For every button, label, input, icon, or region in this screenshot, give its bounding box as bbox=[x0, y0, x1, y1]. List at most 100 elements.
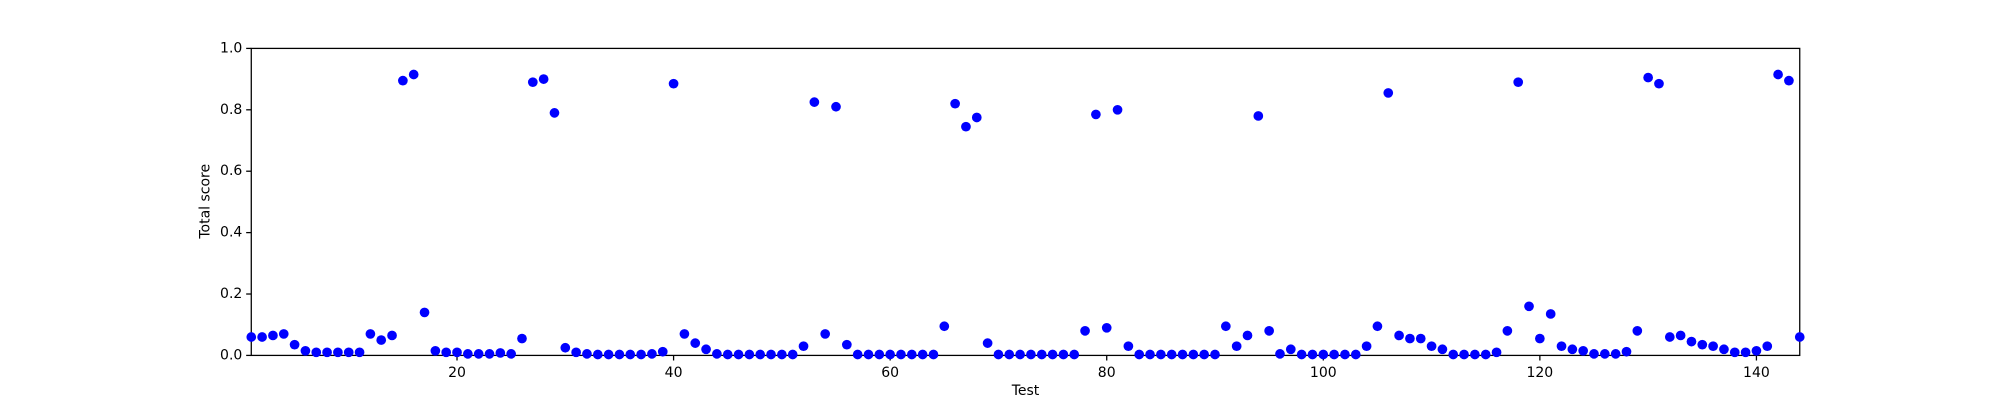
point bbox=[1101, 322, 1112, 333]
point bbox=[571, 347, 581, 358]
point bbox=[1340, 349, 1350, 360]
point bbox=[1545, 309, 1556, 319]
point bbox=[1123, 341, 1134, 352]
point bbox=[441, 347, 452, 358]
point bbox=[1091, 109, 1101, 120]
point bbox=[1470, 349, 1480, 360]
point bbox=[928, 349, 939, 360]
point bbox=[1318, 349, 1329, 360]
point bbox=[1004, 349, 1015, 360]
point bbox=[1784, 75, 1794, 86]
point bbox=[1361, 341, 1372, 352]
point bbox=[809, 97, 820, 107]
x-tick-label: 20 bbox=[448, 365, 466, 381]
point bbox=[1231, 341, 1242, 352]
point bbox=[1610, 349, 1621, 359]
point bbox=[1069, 349, 1080, 360]
point bbox=[1675, 330, 1686, 341]
point bbox=[430, 345, 441, 356]
point bbox=[1599, 349, 1610, 359]
point bbox=[582, 349, 592, 359]
point bbox=[473, 349, 484, 359]
point bbox=[300, 345, 311, 356]
point bbox=[841, 339, 852, 350]
point bbox=[1166, 349, 1177, 360]
point bbox=[1524, 301, 1534, 312]
point bbox=[679, 329, 690, 339]
point bbox=[343, 347, 354, 358]
point bbox=[1491, 347, 1502, 358]
point bbox=[1697, 339, 1708, 350]
point bbox=[636, 349, 646, 360]
point bbox=[398, 75, 408, 86]
point bbox=[1794, 332, 1805, 342]
y-axis-label: Total score bbox=[197, 164, 213, 240]
point bbox=[1015, 349, 1025, 360]
point bbox=[982, 338, 993, 348]
point bbox=[1459, 349, 1469, 360]
point bbox=[1220, 321, 1231, 332]
point bbox=[322, 347, 332, 358]
x-axis-label: Test bbox=[1011, 383, 1040, 399]
point bbox=[885, 349, 896, 360]
point bbox=[1437, 344, 1448, 355]
y-tick-label: 0.0 bbox=[220, 347, 242, 363]
point bbox=[744, 349, 755, 360]
point bbox=[1567, 344, 1578, 355]
point bbox=[712, 349, 722, 359]
y-tick-label: 0.2 bbox=[220, 286, 242, 302]
point bbox=[1188, 349, 1199, 360]
point bbox=[1242, 330, 1253, 341]
point bbox=[1210, 349, 1220, 360]
point bbox=[365, 329, 376, 339]
point bbox=[1632, 326, 1643, 336]
point bbox=[1383, 88, 1394, 98]
point bbox=[1080, 326, 1090, 336]
point bbox=[722, 349, 733, 360]
point bbox=[506, 349, 517, 359]
point bbox=[1199, 349, 1210, 360]
point bbox=[961, 121, 971, 132]
point bbox=[408, 69, 419, 80]
point bbox=[766, 349, 776, 360]
point bbox=[798, 341, 809, 352]
point bbox=[690, 338, 701, 348]
point bbox=[1253, 111, 1264, 121]
point bbox=[1394, 330, 1404, 341]
point bbox=[906, 349, 917, 360]
point bbox=[896, 349, 906, 360]
point bbox=[755, 349, 766, 360]
point bbox=[1134, 349, 1145, 360]
point bbox=[1729, 347, 1740, 358]
point bbox=[549, 108, 560, 118]
point bbox=[852, 349, 863, 360]
point bbox=[1578, 345, 1589, 356]
point bbox=[1719, 344, 1729, 355]
point bbox=[1556, 341, 1567, 352]
point bbox=[777, 349, 787, 360]
point bbox=[1535, 333, 1545, 344]
x-tick-label: 100 bbox=[1310, 365, 1337, 381]
point bbox=[1296, 349, 1307, 360]
plot-frame bbox=[250, 47, 1801, 357]
point bbox=[419, 307, 430, 318]
point bbox=[603, 349, 614, 360]
point bbox=[1145, 349, 1155, 360]
point bbox=[527, 77, 538, 88]
point bbox=[1513, 77, 1524, 88]
point bbox=[1654, 78, 1664, 89]
point bbox=[289, 339, 300, 350]
point bbox=[517, 333, 527, 344]
x-tick-label: 60 bbox=[881, 365, 899, 381]
point bbox=[939, 321, 950, 332]
point bbox=[1643, 72, 1653, 83]
point bbox=[1372, 321, 1383, 332]
point bbox=[1773, 69, 1783, 80]
point bbox=[495, 348, 506, 358]
point bbox=[1751, 345, 1762, 356]
point bbox=[863, 349, 874, 360]
point bbox=[971, 112, 982, 123]
point bbox=[311, 347, 322, 358]
y-tick-label: 1.0 bbox=[220, 40, 242, 56]
point bbox=[917, 349, 928, 360]
